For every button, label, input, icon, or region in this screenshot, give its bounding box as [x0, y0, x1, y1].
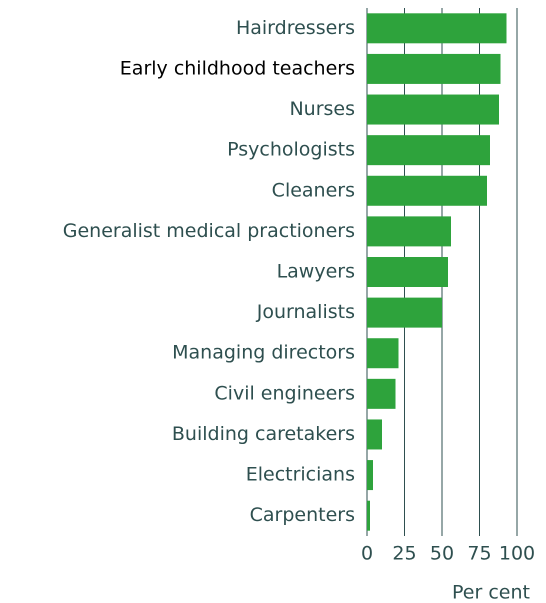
bar — [367, 257, 448, 287]
bar — [367, 460, 373, 491]
x-tick-label: 100 — [499, 543, 535, 565]
bar — [367, 216, 451, 247]
y-tick-label: Building caretakers — [172, 423, 355, 445]
x-axis-label: Per cent — [452, 582, 530, 603]
y-tick-label: Lawyers — [277, 261, 355, 283]
y-tick-label: Nurses — [289, 98, 355, 120]
x-tick-label: 50 — [430, 543, 454, 565]
bar — [367, 135, 490, 166]
bar — [367, 53, 501, 84]
bar — [367, 94, 499, 125]
x-tick-label: 75 — [467, 543, 491, 565]
bar — [367, 338, 399, 369]
y-tick-label: Electricians — [246, 464, 355, 486]
bar — [367, 500, 370, 531]
y-tick-label: Psychologists — [227, 139, 355, 161]
bar — [367, 175, 487, 206]
bar — [367, 378, 396, 409]
bar — [367, 419, 382, 450]
y-tick-label: Civil engineers — [214, 382, 355, 404]
bar — [367, 297, 442, 328]
y-tick-label: Managing directors — [172, 342, 355, 364]
x-tick-label: 0 — [361, 543, 373, 565]
y-tick-label: Early childhood teachers — [120, 57, 355, 79]
y-tick-label: Carpenters — [250, 504, 355, 526]
x-tick-label: 25 — [392, 543, 416, 565]
y-tick-label: Journalists — [256, 301, 355, 323]
y-tick-label: Hairdressers — [236, 17, 355, 39]
y-tick-label: Cleaners — [272, 179, 355, 201]
y-tick-label: Generalist medical practioners — [63, 220, 355, 242]
bar — [367, 13, 507, 44]
